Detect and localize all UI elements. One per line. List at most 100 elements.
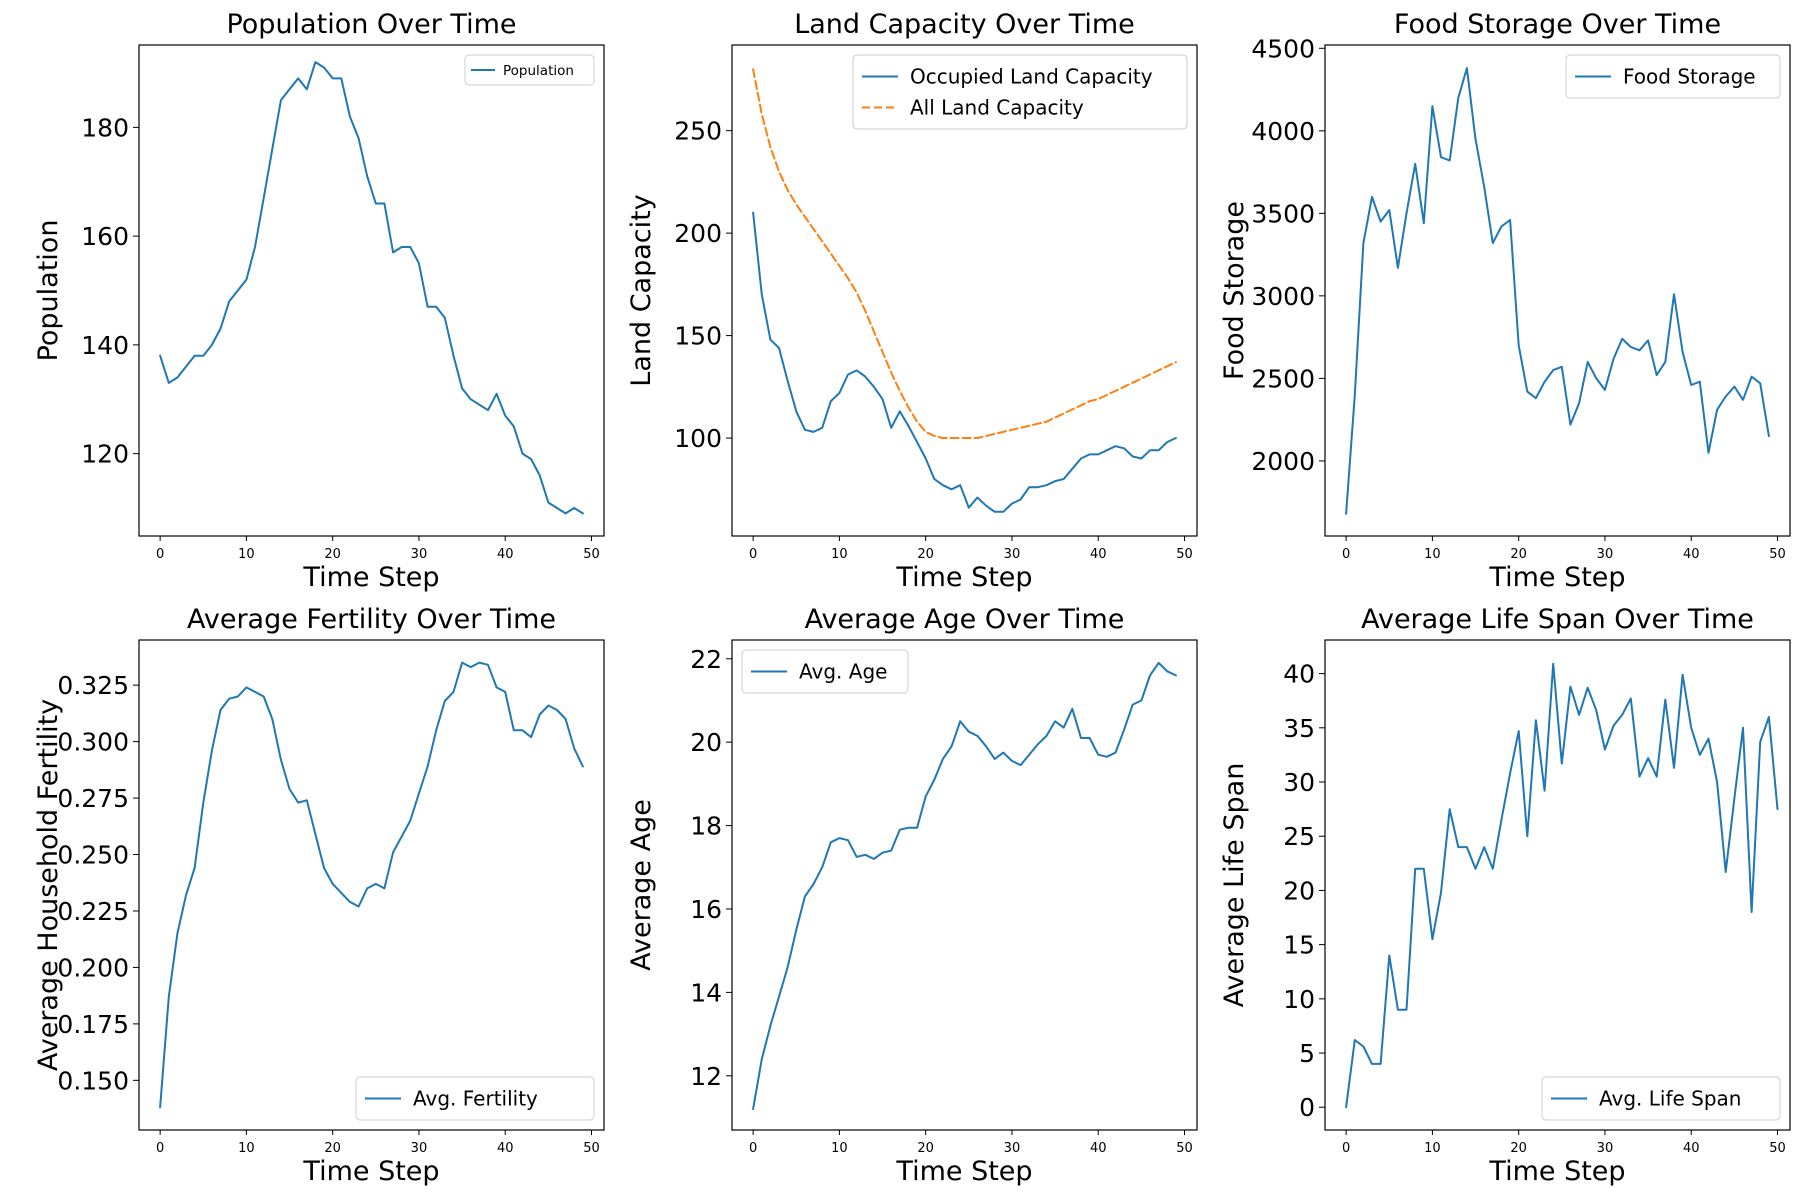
x-tick-label: 30 <box>411 547 428 562</box>
chart-panel-3: Food Storage Over Time 0 10 20 30 40 50 2000 250… <box>1219 9 1791 593</box>
y-tick-label: 0.225 <box>57 897 129 926</box>
y-tick-label: 0.275 <box>57 784 129 813</box>
x-tick-label: 10 <box>1424 1141 1441 1156</box>
y-axis-label: Land Capacity <box>626 194 657 386</box>
y-tick-label: 25 <box>1283 822 1315 851</box>
legend-label-1: Food Storage <box>1623 65 1756 89</box>
x-tick-label: 40 <box>1683 547 1700 562</box>
chart-panel-2: Land Capacity Over Time 0 10 20 30 40 50 100 150… <box>626 9 1198 593</box>
y-tick-label: 18 <box>690 812 722 841</box>
x-tick-label: 40 <box>1683 1141 1700 1156</box>
legend-box <box>464 54 595 86</box>
series-line-2 <box>752 68 1177 439</box>
y-tick-label: 22 <box>690 645 722 674</box>
y-tick-label: 35 <box>1283 714 1315 743</box>
x-tick-label: 30 <box>1597 1141 1614 1156</box>
x-axis-label: Time Step <box>302 562 439 593</box>
legend-label-1: Occupied Land Capacity <box>910 65 1153 89</box>
y-tick-label: 40 <box>1283 660 1315 689</box>
legend: Avg. Fertility <box>355 1076 595 1121</box>
legend-label-1: Population <box>503 63 574 79</box>
plot-area <box>1345 67 1770 515</box>
y-tick-label: 180 <box>81 113 129 142</box>
legend-label-2: All Land Capacity <box>910 96 1084 120</box>
y-tick-label: 0.150 <box>57 1066 129 1095</box>
x-tick-label: 50 <box>1769 547 1786 562</box>
x-tick-label: 50 <box>1176 1141 1193 1156</box>
x-axis-label: Time Step <box>302 1156 439 1187</box>
legend: Food Storage <box>1565 54 1781 99</box>
y-axis-label: Average Household Fertility <box>33 699 64 1071</box>
chart-panel-6: Average Life Span Over Time 0 10 20 30 40 50 0 5… <box>1219 604 1791 1187</box>
x-tick-label: 0 <box>749 547 757 562</box>
x-tick-label: 50 <box>583 547 600 562</box>
y-tick-label: 2500 <box>1251 364 1315 393</box>
series-line-1 <box>752 661 1177 1111</box>
x-tick-label: 20 <box>917 547 934 562</box>
x-tick-label: 50 <box>1769 1141 1786 1156</box>
y-tick-label: 0.250 <box>57 841 129 870</box>
x-tick-label: 50 <box>583 1141 600 1156</box>
x-tick-label: 20 <box>1510 1141 1527 1156</box>
legend: Avg. Life Span <box>1541 1076 1781 1121</box>
series-line-1 <box>752 211 1177 513</box>
x-tick-label: 30 <box>411 1141 428 1156</box>
axes-frame <box>1324 639 1791 1131</box>
plot-area <box>752 68 1177 513</box>
plot-area <box>1345 662 1779 1109</box>
legend: Occupied Land Capacity All Land Capacity <box>852 54 1188 130</box>
chart-panel-1: Population Over Time 0 10 20 30 40 50 120 140 160… <box>33 9 605 593</box>
x-tick-label: 20 <box>1510 547 1527 562</box>
y-tick-label: 0.300 <box>57 728 129 757</box>
axes-frame <box>138 639 605 1131</box>
y-axis-label: Food Storage <box>1219 201 1250 380</box>
axes-frame <box>731 44 1198 537</box>
y-axis-label: Average Age <box>626 799 657 971</box>
legend-label-1: Avg. Fertility <box>413 1087 538 1111</box>
x-tick-label: 40 <box>497 547 514 562</box>
y-axis-label: Average Life Span <box>1219 763 1250 1008</box>
x-tick-label: 40 <box>1090 1141 1107 1156</box>
x-tick-label: 30 <box>1004 547 1021 562</box>
x-tick-label: 0 <box>1342 1141 1350 1156</box>
y-tick-label: 250 <box>674 117 722 146</box>
y-tick-label: 120 <box>81 440 129 469</box>
x-tick-label: 20 <box>917 1141 934 1156</box>
legend-label-1: Avg. Age <box>799 660 887 684</box>
x-tick-label: 0 <box>156 1141 164 1156</box>
x-tick-label: 0 <box>749 1141 757 1156</box>
axes-frame <box>138 44 605 537</box>
x-tick-label: 50 <box>1176 547 1193 562</box>
chart-title: Average Fertility Over Time <box>187 604 556 635</box>
axes-frame <box>731 639 1198 1131</box>
y-tick-label: 140 <box>81 331 129 360</box>
x-tick-label: 0 <box>1342 547 1350 562</box>
plot-area <box>752 661 1177 1111</box>
chart-title: Food Storage Over Time <box>1394 9 1721 40</box>
chart-title: Population Over Time <box>226 9 516 40</box>
series-line-1 <box>1345 67 1770 515</box>
y-tick-label: 0 <box>1299 1093 1315 1122</box>
y-tick-label: 150 <box>674 322 722 351</box>
x-tick-label: 10 <box>831 547 848 562</box>
x-tick-label: 10 <box>238 547 255 562</box>
chart-title: Average Life Span Over Time <box>1361 604 1754 635</box>
x-tick-label: 20 <box>324 547 341 562</box>
y-axis-label: Population <box>33 220 64 362</box>
x-tick-label: 0 <box>156 547 164 562</box>
chart-panel-5: Average Age Over Time 0 10 20 30 40 50 12 14 16 18… <box>626 604 1198 1187</box>
y-tick-label: 0.200 <box>57 953 129 982</box>
legend-label-1: Avg. Life Span <box>1599 1087 1741 1111</box>
plot-area <box>159 661 584 1109</box>
y-tick-label: 10 <box>1283 985 1315 1014</box>
x-tick-label: 20 <box>324 1141 341 1156</box>
y-tick-label: 3000 <box>1251 282 1315 311</box>
y-tick-label: 200 <box>674 219 722 248</box>
legend-box <box>355 1076 595 1121</box>
x-tick-label: 40 <box>1090 547 1107 562</box>
y-tick-label: 0.325 <box>57 671 129 700</box>
y-tick-label: 30 <box>1283 768 1315 797</box>
y-tick-label: 3500 <box>1251 199 1315 228</box>
chart-title: Average Age Over Time <box>805 604 1125 635</box>
